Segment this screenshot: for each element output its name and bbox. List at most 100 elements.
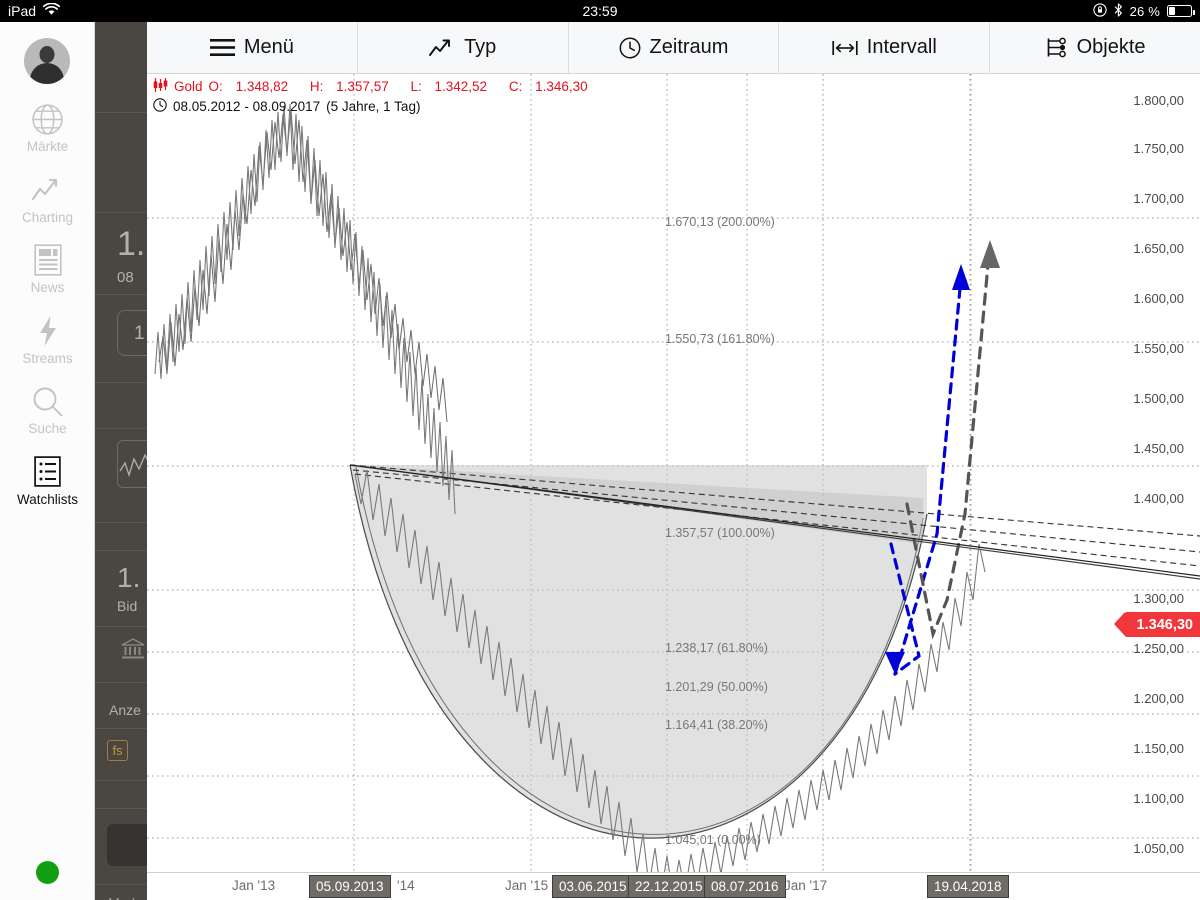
sidebar-item-label: Suche — [28, 421, 67, 437]
x-axis-marker[interactable]: 22.12.2015 — [628, 875, 710, 898]
sidebar-item-suche[interactable]: Suche — [0, 384, 95, 437]
chart-period-range: 08.05.2012 - 08.09.2017 — [173, 99, 321, 114]
status-bar-clock: 23:59 — [582, 3, 618, 19]
x-axis-marker[interactable]: 19.04.2018 — [927, 875, 1009, 898]
ohlc-high-value: 1.357,57 — [336, 79, 389, 94]
clock-icon — [619, 37, 641, 59]
fib-label-382: 1.164,41 (38.20%) — [665, 718, 768, 732]
online-status-dot — [36, 861, 59, 884]
y-axis-tick: 1.200,00 — [1133, 691, 1184, 706]
x-axis-marker[interactable]: 05.09.2013 — [309, 875, 391, 898]
panel-price-value: 1. — [117, 225, 146, 263]
grey-arrow-head — [980, 240, 1000, 268]
chart-canvas — [147, 74, 1200, 900]
sidebar-item-news[interactable]: News — [0, 243, 95, 296]
globe-icon — [0, 102, 95, 136]
x-axis-tick: '14 — [397, 878, 415, 893]
date-axis[interactable]: Jan '13 05.09.2013 '14 Jan '15 03.06.201… — [147, 872, 1200, 900]
panel-thumbnail[interactable] — [107, 824, 147, 866]
objects-button-label: Objekte — [1076, 36, 1146, 58]
sidebar-item-label: Streams — [22, 350, 73, 366]
menu-button[interactable]: Menü — [147, 22, 358, 73]
blue-arrow-head — [952, 264, 970, 290]
mini-sparkline — [117, 440, 147, 488]
sidebar-item-watchlists[interactable]: Watchlists — [0, 455, 95, 508]
last-price-tag: 1.346,30 — [1113, 612, 1200, 637]
sidebar-item-label: News — [30, 280, 65, 296]
y-axis-tick: 1.600,00 — [1133, 291, 1184, 306]
panel-tab-button[interactable]: 1 — [117, 310, 147, 356]
interval-button[interactable]: Intervall — [779, 22, 991, 73]
bank-icon[interactable] — [121, 638, 145, 665]
y-axis-tick: 1.550,00 — [1133, 341, 1184, 356]
resistance-line — [349, 464, 1200, 577]
chart-period-detail: (5 Jahre, 1 Tag) — [326, 99, 421, 114]
x-axis-tick: Jan '15 — [505, 878, 549, 893]
panel-bid-label: Bid — [117, 598, 138, 614]
battery-icon — [1167, 5, 1195, 17]
chart-header-quote: Gold O: 1.348,82 H: 1.357,57 L: 1.342,52… — [153, 78, 606, 95]
type-button[interactable]: Typ — [358, 22, 569, 73]
descending-triangle — [349, 464, 1200, 580]
y-axis-tick: 1.500,00 — [1133, 391, 1184, 406]
fib-label-1618: 1.550,73 (161.80%) — [665, 332, 775, 346]
y-axis-tick: 1.650,00 — [1133, 241, 1184, 256]
device-label: iPad — [8, 3, 37, 19]
sidebar-item-markte[interactable]: Märkte — [0, 102, 95, 155]
panel-ads-label: Anze — [109, 702, 141, 718]
ohlc-open-value: 1.348,82 — [235, 79, 289, 94]
grey-projection-arrow — [905, 252, 991, 640]
ohlc-low-key: L: — [410, 79, 422, 94]
ohlc-close-value: 1.346,30 — [535, 79, 588, 94]
battery-percent-label: 26 % — [1129, 3, 1160, 19]
y-axis-tick: 1.450,00 — [1133, 441, 1184, 456]
list-icon — [0, 455, 95, 489]
broker-badge[interactable]: fs — [107, 740, 128, 761]
blue-projection-arrow — [889, 276, 963, 676]
chart-symbol: Gold — [174, 79, 203, 94]
fib-label-618: 1.238,17 (61.80%) — [665, 641, 768, 655]
chart-header: Gold O: 1.348,82 H: 1.357,57 L: 1.342,52… — [153, 78, 606, 115]
newspaper-icon — [0, 243, 95, 277]
objects-button[interactable]: Objekte — [990, 22, 1200, 73]
chart-line-icon — [0, 173, 95, 207]
chart-type-icon — [429, 38, 455, 58]
fib-label-200: 1.670,13 (200.00%) — [665, 215, 775, 229]
panel-bid-value: 1. — [117, 562, 141, 593]
y-axis-tick: 1.100,00 — [1133, 791, 1184, 806]
sidebar: Märkte Charting News — [0, 22, 95, 900]
rotation-lock-icon — [1092, 2, 1107, 20]
ohlc-high-key: H: — [309, 79, 324, 94]
menu-button-label: Menü — [243, 36, 294, 58]
type-button-label: Typ — [464, 36, 497, 58]
wifi-icon — [42, 2, 61, 19]
last-price-value: 1.346,30 — [1136, 616, 1193, 633]
y-axis-tick: 1.300,00 — [1133, 591, 1184, 606]
timeframe-button[interactable]: Zeitraum — [569, 22, 780, 73]
ohlc-close-key: C: — [508, 79, 523, 94]
sidebar-item-label: Watchlists — [16, 491, 78, 507]
fib-label-50: 1.201,29 (50.00%) — [665, 680, 768, 694]
objects-icon — [1045, 36, 1068, 59]
status-bar-left: iPad — [8, 2, 61, 19]
chart-header-period: 08.05.2012 - 08.09.2017 (5 Jahre, 1 Tag) — [153, 98, 606, 115]
y-axis-tick: 1.250,00 — [1133, 641, 1184, 656]
price-chart[interactable]: Gold O: 1.348,82 H: 1.357,57 L: 1.342,52… — [147, 74, 1200, 900]
panel-footer-label: Vort — [109, 895, 136, 900]
sidebar-item-streams[interactable]: Streams — [0, 314, 95, 367]
sidebar-item-label: Märkte — [26, 139, 69, 154]
sidebar-item-label: Charting — [21, 209, 74, 225]
y-axis-tick: 1.750,00 — [1133, 141, 1184, 156]
fib-label-0: 1.045,01 (0.00%) — [665, 833, 761, 847]
hamburger-icon — [209, 38, 235, 57]
bluetooth-icon — [1114, 2, 1123, 20]
chart-ohlc: O: 1.348,82 H: 1.357,57 L: 1.342,52 C: 1… — [209, 79, 606, 94]
panel-date-value: 08 — [117, 269, 134, 286]
y-axis-tick: 1.400,00 — [1133, 491, 1184, 506]
bolt-icon — [0, 314, 95, 348]
user-avatar[interactable] — [24, 38, 70, 84]
sidebar-item-charting[interactable]: Charting — [0, 173, 95, 226]
x-axis-marker[interactable]: 08.07.2016 — [704, 875, 786, 898]
x-axis-marker[interactable]: 03.06.2015 — [552, 875, 634, 898]
watchlist-detail-panel-dimmed[interactable]: 1. 08 1 1. Bid Anze fs Vort — [95, 22, 147, 900]
